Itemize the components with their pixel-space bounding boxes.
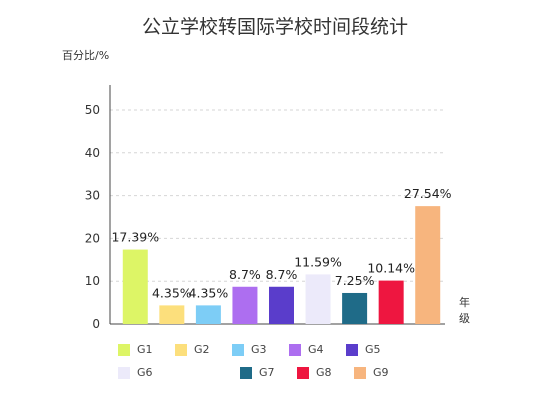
- legend-item-g9: G9: [354, 366, 411, 379]
- legend-swatch: [289, 343, 301, 356]
- bar-g8: [378, 280, 404, 324]
- legend-item-g8: G8: [297, 366, 354, 379]
- x-axis-label: 年级: [459, 296, 470, 325]
- data-label-g3: 4.35%: [189, 285, 229, 300]
- y-tick-label: 0: [92, 317, 100, 331]
- legend-label: G2: [194, 343, 210, 356]
- y-tick-label: 20: [85, 231, 100, 245]
- legend-label: G7: [259, 366, 275, 379]
- legend-item-g4: G4: [289, 343, 346, 356]
- data-label-g6: 11.59%: [294, 254, 342, 269]
- chart-legend: G1 G2 G3 G4 G5 G6 G7 G8 G9: [118, 343, 418, 379]
- data-label-g7: 7.25%: [335, 273, 375, 288]
- y-tick-label: 10: [85, 274, 100, 288]
- legend-swatch: [232, 343, 244, 356]
- legend-swatch: [118, 343, 130, 356]
- data-label-g5: 8.7%: [266, 267, 298, 282]
- legend-swatch: [175, 343, 187, 356]
- y-axis-label: 百分比/%: [62, 49, 110, 62]
- legend-swatch: [346, 343, 358, 356]
- bar-g9: [415, 206, 441, 324]
- legend-label: G9: [373, 366, 389, 379]
- legend-label: G1: [137, 343, 153, 356]
- bar-g2: [159, 305, 185, 324]
- data-label-g8: 10.14%: [367, 261, 415, 276]
- legend-swatch: [354, 366, 366, 379]
- y-tick-label: 40: [85, 146, 100, 160]
- bar-g5: [269, 286, 294, 324]
- legend-item-g6: G6: [118, 366, 175, 379]
- legend-swatch: [118, 366, 130, 379]
- legend-label: G3: [251, 343, 267, 356]
- bar-g1: [122, 249, 148, 324]
- legend-item-g2: G2: [175, 343, 232, 356]
- legend-label: G4: [308, 343, 324, 356]
- legend-item-g3: G3: [232, 343, 289, 356]
- y-tick-label: 30: [85, 189, 100, 203]
- y-tick-label: 50: [85, 103, 100, 117]
- bar-g6: [305, 274, 331, 324]
- data-label-g1: 17.39%: [111, 230, 159, 245]
- data-label-g2: 4.35%: [152, 285, 192, 300]
- bar-g7: [342, 292, 368, 324]
- data-label-g4: 8.7%: [229, 267, 261, 282]
- legend-item-g5: G5: [346, 343, 403, 356]
- legend-item-g7: G7: [240, 366, 297, 379]
- legend-label: G8: [316, 366, 332, 379]
- chart-title: 公立学校转国际学校时间段统计: [141, 16, 408, 38]
- data-label-g9: 27.54%: [404, 186, 452, 201]
- legend-swatch: [297, 366, 309, 379]
- legend-item-g1: G1: [118, 343, 175, 356]
- bar-g3: [195, 305, 221, 324]
- bar-g4: [232, 286, 258, 324]
- legend-swatch: [240, 366, 252, 379]
- legend-label: G5: [365, 343, 381, 356]
- legend-label: G6: [137, 366, 153, 379]
